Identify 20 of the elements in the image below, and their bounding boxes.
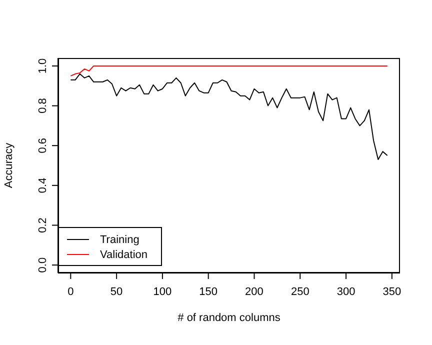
x-tick-label: 350 [382,286,402,298]
x-tick-label: 0 [68,286,74,298]
x-tick-label: 50 [110,286,123,298]
y-tick-label: 1.0 [37,58,49,74]
legend-label: Validation [100,248,148,260]
x-axis-title: # of random columns [178,312,281,324]
y-tick-label: 0.6 [37,138,49,154]
y-axis-title: Accuracy [2,142,15,188]
x-tick-label: 100 [153,286,172,298]
y-tick-label: 0.8 [37,98,49,114]
line-series [70,73,388,160]
x-tick-label: 250 [290,286,310,298]
legend-label: Training [100,234,140,246]
y-tick-label: 0.0 [37,257,49,273]
x-tick-label: 300 [336,286,356,298]
line-series [70,65,388,76]
y-tick-label: 0.2 [37,218,49,233]
y-tick-label: 0.4 [37,178,49,194]
x-tick-label: 200 [245,286,264,298]
x-tick-label: 150 [199,286,218,298]
